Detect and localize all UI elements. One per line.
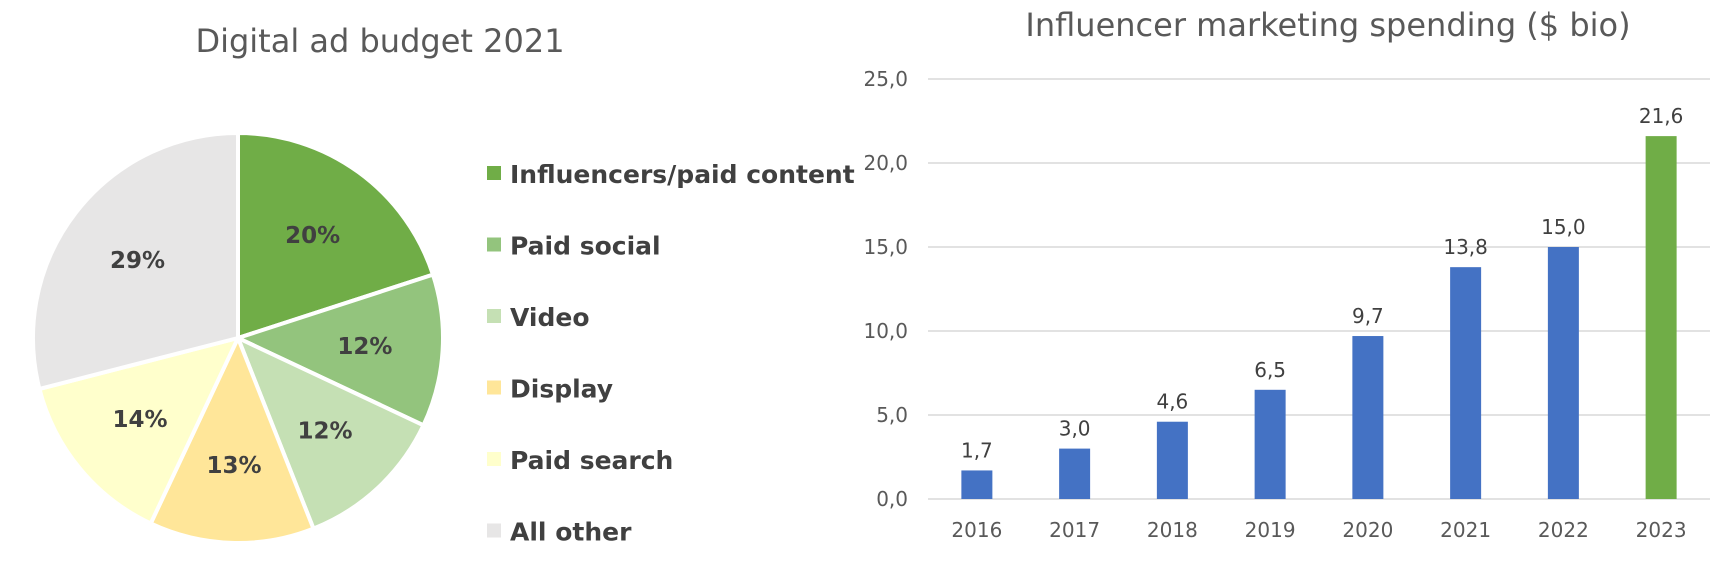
pie-legend: Influencers/paid content Paid social Video…: [487, 160, 855, 547]
pie-chart: Digital ad budget 2021 20% 12% 12% 13% 14% 29…: [31, 22, 855, 547]
bar-value-label-2016: 1,7: [961, 438, 993, 462]
pie-slice-label-4: 14%: [113, 407, 168, 433]
legend-label-4: Paid search: [510, 446, 673, 475]
bar-value-label-2020: 9,7: [1352, 304, 1384, 328]
bar-bars: [961, 136, 1677, 499]
pie-title: Digital ad budget 2021: [195, 22, 564, 60]
legend-label-2: Video: [510, 303, 590, 332]
x-tick-label-2017: 2017: [1049, 518, 1100, 542]
x-tick-label-2018: 2018: [1147, 518, 1198, 542]
y-tick-label-1: 5,0: [876, 403, 908, 427]
pie-slice-4: [37, 335, 242, 527]
pie-slice-label-2: 12%: [297, 419, 352, 445]
legend-swatch-2: [487, 309, 501, 323]
bar-2016: [961, 470, 993, 499]
legend-label-3: Display: [510, 375, 613, 404]
y-tick-label-0: 0,0: [876, 487, 908, 511]
pie-slice-0: [236, 130, 436, 341]
pie-slice-label-1: 12%: [337, 334, 392, 360]
legend-label-0: Influencers/paid content: [510, 160, 855, 189]
x-tick-label-2023: 2023: [1636, 518, 1687, 542]
y-tick-label-4: 20,0: [863, 151, 908, 175]
pie-slice-3: [148, 332, 317, 545]
legend-swatch-5: [487, 523, 501, 538]
pie-slice-label-0: 20%: [285, 223, 340, 249]
bar-2017: [1059, 448, 1091, 499]
pie-slice-2: [234, 334, 427, 532]
pie-slice-1: [232, 272, 445, 428]
x-tick-label-2020: 2020: [1342, 518, 1393, 542]
bar-value-labels: 1,7 3,0 4,6 6,5 9,7 13,8 15,0 21,6: [961, 104, 1683, 462]
legend-swatch-0: [487, 166, 501, 180]
bar-value-label-2019: 6,5: [1254, 358, 1286, 382]
pie-slice-label-5: 29%: [110, 248, 165, 274]
pie-slice-5: [31, 130, 240, 392]
x-tick-label-2021: 2021: [1440, 518, 1491, 542]
x-tick-label-2016: 2016: [951, 518, 1002, 542]
bar-title: Influencer marketing spending ($ bio): [1025, 6, 1630, 44]
bar-value-label-2021: 13,8: [1443, 235, 1488, 259]
bar-2019: [1254, 389, 1286, 499]
legend-swatch-4: [487, 452, 501, 466]
pie-slices: [31, 130, 445, 545]
bar-value-label-2017: 3,0: [1059, 417, 1091, 441]
pie-labels: 20% 12% 12% 13% 14% 29%: [110, 223, 392, 479]
x-tick-label-2022: 2022: [1538, 518, 1589, 542]
y-tick-label-3: 15,0: [863, 235, 908, 259]
bar-2018: [1156, 421, 1188, 499]
legend-swatch-1: [487, 237, 501, 252]
bar-x-axis: 2016 2017 2018 2019 2020 2021 2022 2023: [951, 518, 1686, 542]
legend-label-1: Paid social: [510, 232, 661, 261]
y-tick-label-2: 10,0: [863, 319, 908, 343]
bar-2023: [1645, 136, 1677, 499]
bar-2022: [1547, 247, 1579, 499]
y-tick-label-5: 25,0: [863, 67, 908, 91]
pie-slice-label-3: 13%: [206, 453, 261, 479]
bar-value-label-2018: 4,6: [1156, 390, 1188, 414]
x-tick-label-2019: 2019: [1245, 518, 1296, 542]
bar-chart: Influencer marketing spending ($ bio) 0,…: [863, 6, 1710, 542]
legend-swatch-3: [487, 380, 501, 395]
bar-2021: [1450, 267, 1482, 499]
bar-value-label-2023: 21,6: [1639, 104, 1684, 128]
bar-value-label-2022: 15,0: [1541, 215, 1586, 239]
bar-2020: [1352, 336, 1384, 499]
bar-gridlines: [928, 78, 1710, 500]
bar-y-axis: 0,0 5,0 10,0 15,0 20,0 25,0: [863, 67, 908, 511]
legend-label-5: All other: [510, 518, 632, 547]
